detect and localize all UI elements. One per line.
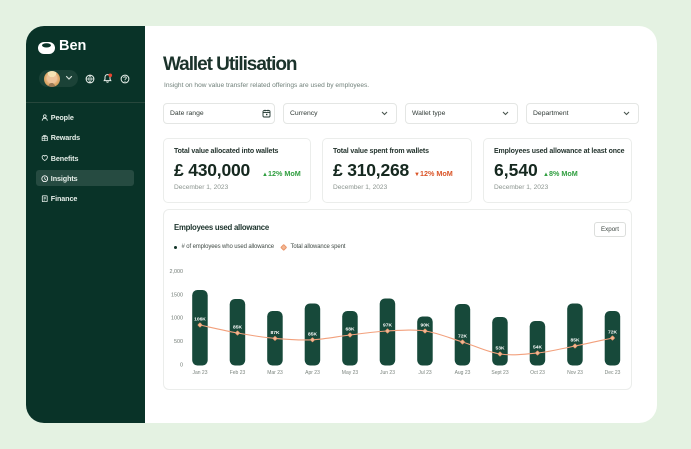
svg-text:May 23: May 23	[342, 370, 359, 376]
svg-text:85K: 85K	[233, 325, 242, 331]
svg-text:500: 500	[174, 339, 183, 345]
svg-text:0: 0	[180, 362, 183, 368]
svg-text:85K: 85K	[308, 332, 317, 338]
svg-text:1500: 1500	[171, 292, 183, 298]
svg-text:53K: 53K	[496, 346, 505, 352]
svg-text:Jan 23: Jan 23	[192, 370, 207, 376]
svg-text:Jul 23: Jul 23	[418, 370, 432, 376]
svg-text:72K: 72K	[458, 334, 467, 340]
svg-text:Feb 23: Feb 23	[230, 370, 246, 376]
svg-text:Dec 23: Dec 23	[605, 370, 621, 376]
svg-text:Oct 23: Oct 23	[530, 370, 545, 376]
svg-text:54K: 54K	[533, 345, 542, 351]
svg-text:106K: 106K	[194, 317, 206, 323]
svg-text:Sept 23: Sept 23	[491, 370, 508, 376]
svg-text:Nov 23: Nov 23	[567, 370, 583, 376]
svg-text:68K: 68K	[346, 327, 355, 333]
svg-text:1000: 1000	[171, 316, 183, 322]
svg-text:97K: 97K	[383, 323, 392, 329]
svg-text:Jun 23: Jun 23	[380, 370, 395, 376]
svg-text:72K: 72K	[608, 330, 617, 336]
svg-text:85K: 85K	[571, 338, 580, 344]
svg-text:Mar 23: Mar 23	[267, 370, 283, 376]
svg-text:Aug 23: Aug 23	[455, 370, 471, 376]
svg-text:90K: 90K	[421, 323, 430, 329]
svg-text:Apr 23: Apr 23	[305, 370, 320, 376]
svg-text:87K: 87K	[271, 330, 280, 336]
svg-text:2,000: 2,000	[170, 269, 184, 275]
